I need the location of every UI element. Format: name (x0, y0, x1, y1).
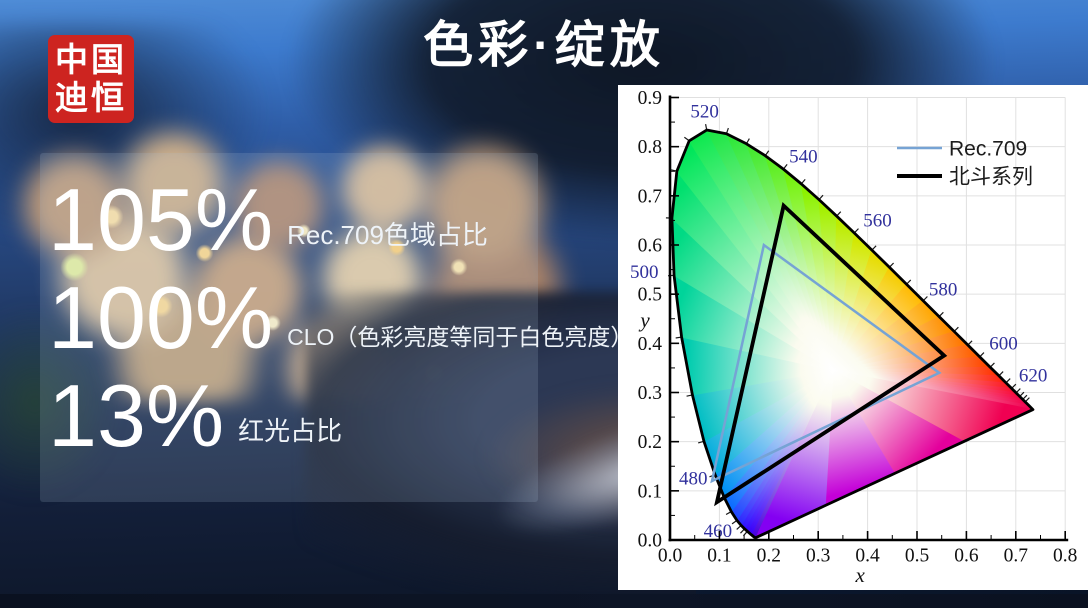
svg-text:520: 520 (690, 101, 719, 122)
svg-text:0.0: 0.0 (658, 546, 682, 567)
svg-text:0.8: 0.8 (1053, 546, 1077, 567)
svg-text:0.9: 0.9 (638, 88, 662, 109)
svg-text:0.5: 0.5 (905, 546, 929, 567)
gamut-triangles (710, 202, 948, 507)
gamut-triangle-beidou (714, 202, 948, 507)
svg-text:600: 600 (989, 333, 1018, 354)
svg-text:500: 500 (630, 262, 659, 283)
svg-text:460: 460 (704, 521, 733, 542)
brand-logo-line2: 迪恒 (55, 79, 127, 116)
x-axis-title: x (855, 563, 866, 587)
svg-text:540: 540 (789, 147, 818, 168)
gamut-triangle-rec709 (710, 242, 942, 484)
background-foliage (0, 304, 120, 499)
chromaticity-chart-panel: 460 480 500 520 540 560 580 600 620 0.0 0.1 0.2 0.3 0… (618, 85, 1088, 590)
stat-value-red-ratio: 13% (48, 366, 225, 465)
chart-legend: Rec.709 北斗系列 (897, 138, 1033, 189)
svg-text:0.8: 0.8 (638, 137, 662, 158)
brand-logo-line1: 中国 (55, 41, 127, 78)
svg-text:0.2: 0.2 (638, 432, 662, 453)
svg-text:480: 480 (679, 469, 708, 490)
svg-text:0.0: 0.0 (638, 531, 662, 552)
svg-text:0.1: 0.1 (707, 546, 731, 567)
stat-label-red-ratio: 红光占比 (238, 416, 343, 446)
svg-text:0.5: 0.5 (638, 285, 662, 306)
stat-row-gamut: 105% Rec.709色域占比 (48, 167, 538, 265)
stat-value-clo: 100% (48, 268, 274, 367)
spectral-locus-outline (670, 128, 1035, 539)
svg-text:0.7: 0.7 (1004, 546, 1029, 567)
svg-text:620: 620 (1019, 365, 1048, 386)
page-title: 色彩·绽放 (423, 17, 665, 73)
stat-value-gamut: 105% (48, 170, 274, 269)
svg-text:0.2: 0.2 (757, 546, 781, 567)
stat-row-red-ratio: 13% 红光占比 (48, 363, 538, 461)
svg-text:0.6: 0.6 (638, 236, 663, 257)
svg-text:0.6: 0.6 (954, 546, 979, 567)
svg-text:580: 580 (929, 279, 958, 300)
svg-text:0.3: 0.3 (638, 383, 662, 404)
axes: 0.0 0.1 0.2 0.3 0.4 0.5 0.6 0.7 0.8 0.0 0.1 0.2 0.3 0… (638, 88, 1078, 587)
stats-panel: 105% Rec.709色域占比 100% CLO（色彩亮度等同于白色亮度） 1… (40, 153, 633, 502)
svg-text:0.4: 0.4 (855, 546, 880, 567)
svg-text:0.4: 0.4 (638, 334, 663, 355)
svg-text:0.7: 0.7 (638, 186, 663, 207)
stat-label-clo: CLO（色彩亮度等同于白色亮度） (287, 324, 634, 350)
y-axis-title: y (638, 308, 650, 332)
svg-text:Rec.709: Rec.709 (949, 138, 1027, 161)
brand-logo: 中国 迪恒 (48, 35, 134, 123)
svg-text:北斗系列: 北斗系列 (949, 166, 1033, 189)
svg-text:560: 560 (863, 210, 892, 231)
stat-row-clo: 100% CLO（色彩亮度等同于白色亮度） (48, 265, 633, 367)
stat-label-gamut: Rec.709色域占比 (287, 220, 488, 250)
gamut-fill (671, 129, 1035, 539)
svg-text:0.1: 0.1 (638, 481, 662, 502)
background-bottom-strip (0, 594, 1088, 608)
svg-text:0.3: 0.3 (806, 546, 830, 567)
